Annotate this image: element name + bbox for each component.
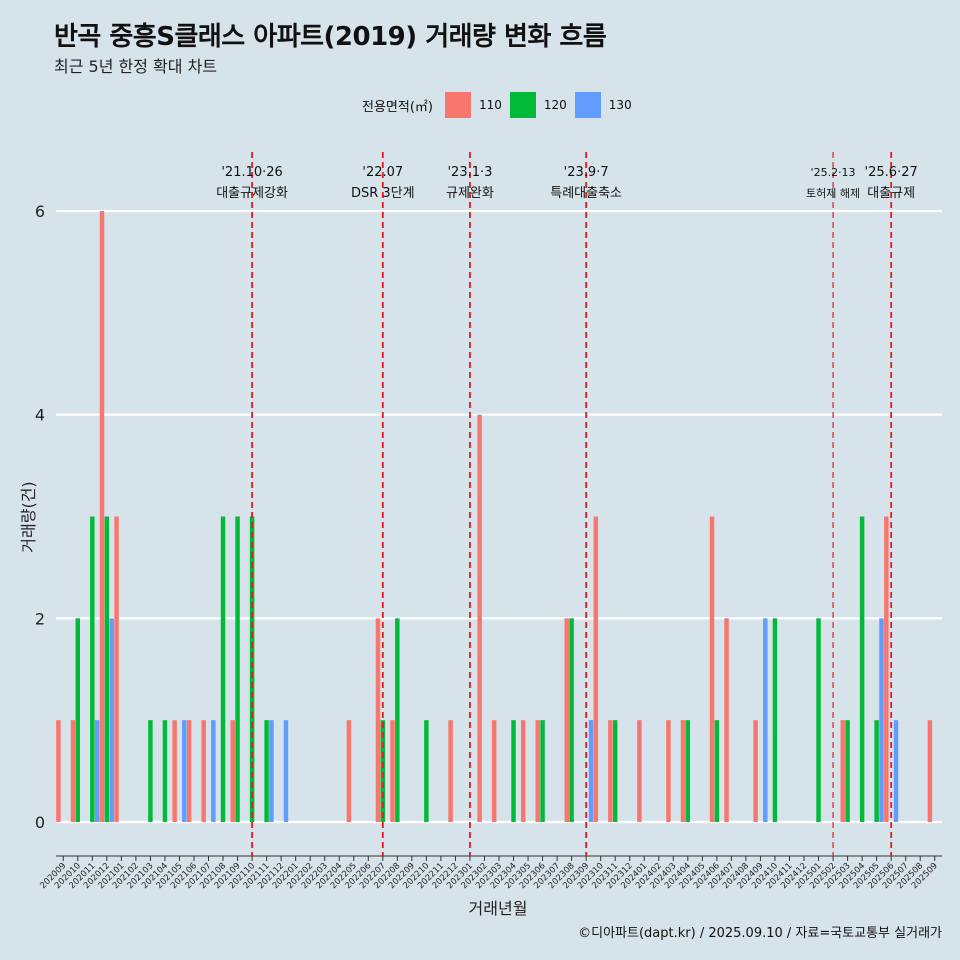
legend-title: 전용면적(㎡) bbox=[362, 99, 433, 115]
event-date-202301: '23.1·3 bbox=[447, 165, 492, 180]
event-label-202301: 규제완화 bbox=[446, 186, 494, 201]
bar-120-202108 bbox=[220, 516, 226, 822]
bar-110-202107 bbox=[201, 720, 206, 822]
event-date-202506: '25.6·27 bbox=[865, 165, 918, 180]
bar-110-202302 bbox=[477, 414, 482, 822]
bar-120-202410 bbox=[772, 618, 778, 822]
bar-120-202308 bbox=[569, 618, 574, 822]
bar-120-202505 bbox=[874, 720, 879, 822]
bar-110-202012 bbox=[99, 211, 105, 822]
bar-120-202406 bbox=[714, 720, 720, 822]
x-axis-title: 거래년월 bbox=[469, 899, 528, 918]
bar-130-202107 bbox=[211, 720, 216, 822]
legend-swatch-120 bbox=[509, 92, 536, 118]
y-tick-label-4: 4 bbox=[35, 406, 45, 425]
bar-130-202309 bbox=[588, 720, 594, 822]
bar-110-202401 bbox=[637, 720, 642, 822]
legend: 전용면적(㎡) 110 120 130 bbox=[362, 92, 640, 118]
bar-130-202111 bbox=[269, 720, 274, 822]
bar-120-202501 bbox=[816, 618, 821, 822]
legend-label-110: 110 bbox=[478, 98, 502, 112]
bar-130-202506 bbox=[893, 720, 899, 822]
bar-110-202306 bbox=[535, 720, 540, 822]
bar-110-202212 bbox=[448, 720, 453, 822]
bar-110-202311 bbox=[608, 720, 613, 822]
bar-120-202504 bbox=[859, 516, 865, 822]
bar-120-202110 bbox=[249, 516, 255, 822]
legend-label-120: 120 bbox=[543, 98, 567, 112]
legend-item-120: 120 bbox=[509, 92, 567, 118]
bar-110-202310 bbox=[593, 516, 599, 822]
bar-110-202207 bbox=[375, 618, 381, 822]
bar-110-202105 bbox=[172, 720, 177, 822]
bar-130-202011 bbox=[94, 720, 100, 822]
bar-110-202509 bbox=[927, 720, 933, 822]
bar-110-202208 bbox=[390, 720, 395, 822]
bar-110-202407 bbox=[724, 618, 729, 822]
bar-130-202505 bbox=[879, 618, 884, 822]
bar-110-202503 bbox=[840, 720, 845, 822]
bar-120-202404 bbox=[685, 720, 691, 822]
bar-110-202506 bbox=[884, 516, 889, 822]
bar-130-202409 bbox=[763, 618, 768, 822]
bar-120-202306 bbox=[540, 720, 545, 822]
chart-title: 반곡 중흥S클래스 아파트(2019) 거래량 변화 흐름 bbox=[54, 22, 607, 52]
bar-130-202112 bbox=[283, 720, 289, 822]
bar-120-202012 bbox=[104, 516, 110, 822]
bar-110-202101 bbox=[114, 516, 119, 822]
legend-swatch-110 bbox=[444, 92, 471, 118]
bar-110-202404 bbox=[680, 720, 686, 822]
bar-120-202210 bbox=[424, 720, 429, 822]
bar-110-202009 bbox=[56, 720, 61, 822]
source-caption: ©디아파트(dapt.kr) / 2025.09.10 / 자료=국토교통부 실… bbox=[578, 926, 942, 941]
bar-110-202106 bbox=[186, 720, 192, 822]
bar-110-202010 bbox=[70, 720, 76, 822]
event-date-202207: '22.07 bbox=[362, 165, 403, 180]
bar-120-202109 bbox=[235, 516, 240, 822]
bar-110-202305 bbox=[520, 720, 526, 822]
event-date-202110: '21.10·26 bbox=[221, 165, 282, 180]
legend-swatch-130 bbox=[574, 92, 601, 118]
legend-label-130: 130 bbox=[608, 98, 632, 112]
bar-120-202104 bbox=[162, 720, 168, 822]
y-tick-label-0: 0 bbox=[35, 813, 45, 832]
event-label-202110: 대출규제강화 bbox=[216, 186, 288, 201]
bar-120-202011 bbox=[90, 516, 95, 822]
bar-110-202205 bbox=[346, 720, 352, 822]
bar-110-202403 bbox=[666, 720, 671, 822]
legend-item-110: 110 bbox=[444, 92, 502, 118]
bar-110-202406 bbox=[709, 516, 715, 822]
bar-120-202111 bbox=[264, 720, 269, 822]
bar-120-202010 bbox=[75, 618, 81, 822]
event-label-202506: 대출규제 bbox=[867, 186, 915, 201]
bar-110-202303 bbox=[491, 720, 497, 822]
y-tick-label-2: 2 bbox=[35, 609, 45, 628]
legend-item-130: 130 bbox=[574, 92, 632, 118]
event-label-202309: 특례대출축소 bbox=[550, 186, 622, 201]
bar-120-202503 bbox=[845, 720, 850, 822]
chart-subtitle: 최근 5년 한정 확대 차트 bbox=[54, 57, 218, 76]
bar-110-202308 bbox=[564, 618, 570, 822]
y-axis-title: 거래량(건) bbox=[19, 481, 38, 552]
y-tick-label-6: 6 bbox=[35, 202, 45, 221]
event-date-202309: '23.9·7 bbox=[564, 165, 609, 180]
bar-110-202109 bbox=[230, 720, 235, 822]
bar-110-202409 bbox=[753, 720, 758, 822]
bar-120-202304 bbox=[511, 720, 516, 822]
event-label-202502: 토허제 해제 bbox=[806, 186, 860, 200]
bar-130-202105 bbox=[182, 720, 187, 822]
event-label-202207: DSR 3단계 bbox=[351, 186, 415, 201]
bar-120-202311 bbox=[612, 720, 618, 822]
bar-120-202208 bbox=[395, 618, 400, 822]
bar-120-202103 bbox=[148, 720, 153, 822]
event-date-202502: '25.2·13 bbox=[811, 166, 856, 179]
bar-130-202012 bbox=[109, 618, 114, 822]
bar-120-202207 bbox=[380, 720, 386, 822]
